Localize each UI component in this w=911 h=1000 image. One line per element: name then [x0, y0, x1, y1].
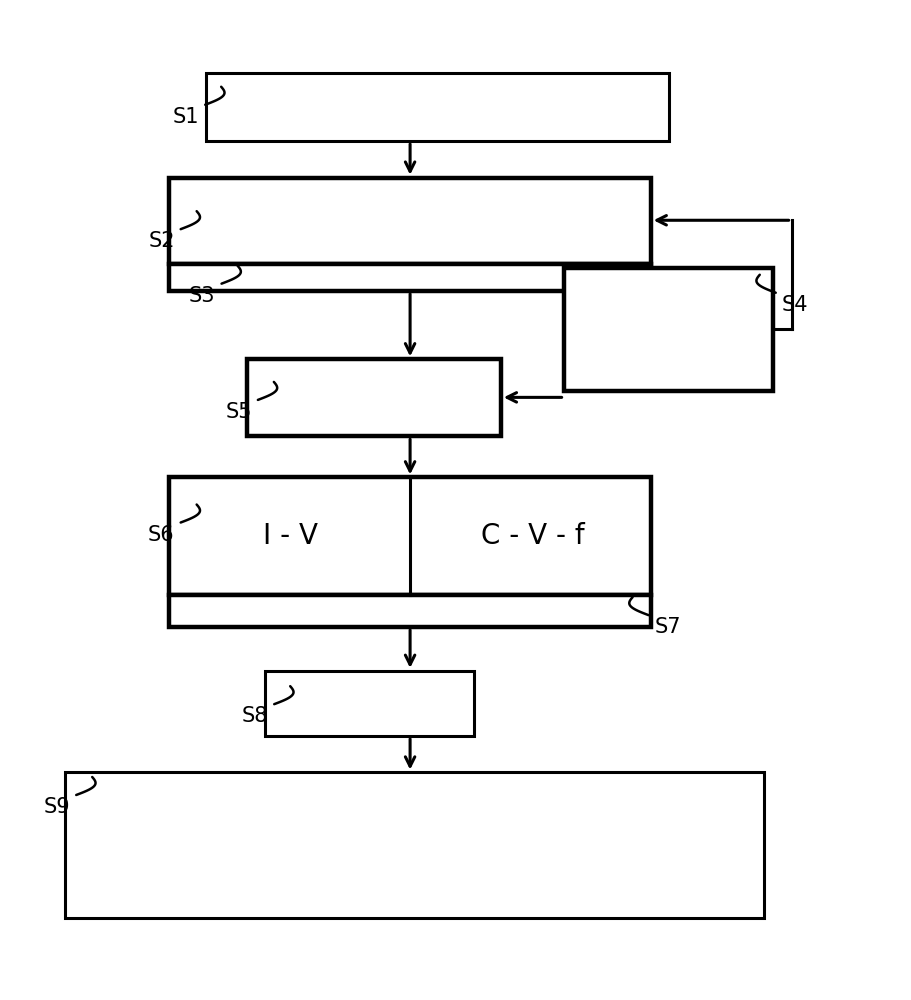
Bar [565, 268, 773, 391]
Bar [206, 73, 669, 141]
Bar [65, 772, 764, 918]
Bar [247, 359, 501, 436]
Text: S5: S5 [225, 402, 251, 422]
Text: I - V: I - V [262, 522, 318, 550]
Text: S4: S4 [782, 295, 808, 315]
Bar [169, 178, 650, 264]
Text: S7: S7 [655, 617, 681, 637]
Text: S6: S6 [148, 525, 175, 545]
Text: S9: S9 [44, 797, 70, 817]
Text: S2: S2 [148, 231, 175, 251]
Bar [169, 477, 650, 595]
Bar [169, 264, 650, 291]
Text: S8: S8 [241, 706, 268, 726]
Text: S1: S1 [173, 107, 200, 127]
Text: S3: S3 [189, 286, 216, 306]
Text: C - V - f: C - V - f [481, 522, 585, 550]
Bar [169, 595, 650, 627]
Bar [265, 671, 474, 736]
